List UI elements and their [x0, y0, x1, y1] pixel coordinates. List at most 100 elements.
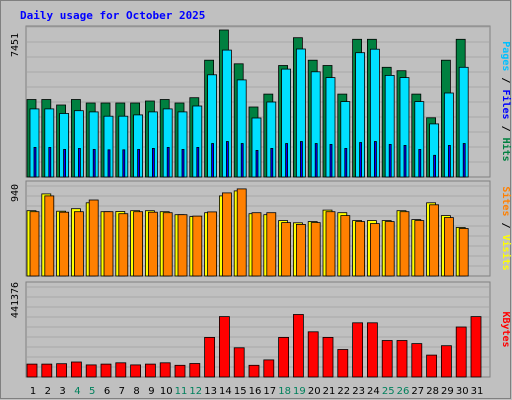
- bar-kbytes-day-12: [189, 363, 201, 378]
- bar-pages-day-19: [299, 141, 303, 178]
- bar-kbytes-day-13: [204, 336, 216, 378]
- bar-kbytes-day-29: [440, 345, 452, 378]
- bar-pages-day-30: [462, 143, 466, 178]
- x-tick-label-day-19: 19: [293, 386, 306, 397]
- x-tick-label-day-4: 4: [74, 386, 80, 397]
- bar-kbytes-day-10: [159, 362, 171, 378]
- x-tick-label-day-30: 30: [456, 386, 469, 397]
- x-tick-label-day-21: 21: [323, 386, 336, 397]
- bar-pages-day-26: [403, 144, 407, 178]
- bar-sites-day-7: [118, 213, 129, 277]
- bar-kbytes-day-31: [470, 316, 482, 378]
- bar-sites-day-30: [458, 228, 469, 277]
- bar-kbytes-day-20: [307, 331, 319, 378]
- bar-sites-day-23: [355, 221, 366, 277]
- x-tick-label-day-8: 8: [133, 386, 139, 397]
- x-tick-label-day-22: 22: [337, 386, 350, 397]
- bar-kbytes-day-1: [26, 363, 38, 378]
- bar-pages-day-2: [48, 146, 52, 178]
- x-tick-label-day-3: 3: [59, 386, 65, 397]
- bar-pages-day-29: [447, 144, 451, 178]
- x-tick-label-day-28: 28: [426, 386, 439, 397]
- bar-kbytes-day-30: [455, 326, 467, 378]
- side-label-segment: Sites: [500, 186, 512, 216]
- bar-pages-day-28: [433, 154, 437, 178]
- side-label-segment: KBytes: [500, 311, 511, 347]
- bar-pages-day-3: [63, 148, 66, 178]
- bar-sites-day-18: [281, 222, 292, 277]
- x-tick-label-day-29: 29: [441, 386, 454, 397]
- bar-pages-day-22: [344, 147, 348, 178]
- x-tick-label-day-10: 10: [160, 386, 173, 397]
- x-tick-label-day-2: 2: [45, 386, 51, 397]
- bar-sites-day-3: [59, 211, 69, 277]
- bar-pages-day-25: [388, 143, 392, 178]
- x-tick-label-day-27: 27: [411, 386, 424, 397]
- bar-pages-day-24: [373, 141, 377, 178]
- bar-kbytes-day-26: [396, 340, 408, 378]
- bar-pages-day-6: [107, 149, 111, 178]
- side-label-segment: Pages: [500, 41, 511, 71]
- bar-pages-day-18: [285, 143, 289, 178]
- x-tick-label-day-18: 18: [278, 386, 291, 397]
- bar-pages-day-7: [122, 149, 126, 178]
- bar-pages-day-27: [418, 148, 422, 178]
- x-tick-label-day-16: 16: [249, 386, 262, 397]
- bar-sites-day-4: [74, 211, 84, 277]
- bar-kbytes-day-11: [174, 364, 186, 378]
- bar-sites-day-27: [414, 220, 425, 277]
- panel-kbytes-side-label: KBytes: [500, 311, 511, 347]
- panel-visits-sites-side-label: Sites / Visits: [500, 186, 512, 270]
- bar-pages-day-14: [225, 141, 229, 178]
- x-tick-label-day-25: 25: [382, 386, 395, 397]
- chart-title: Daily usage for October 2025: [20, 9, 205, 22]
- bar-kbytes-day-28: [426, 354, 438, 378]
- bar-sites-day-14: [221, 192, 232, 277]
- bar-pages-day-21: [329, 143, 333, 178]
- x-tick-label-day-26: 26: [397, 386, 410, 397]
- bar-kbytes-day-24: [366, 322, 378, 378]
- bar-kbytes-day-4: [71, 361, 82, 378]
- bar-sites-day-24: [369, 223, 380, 277]
- bar-sites-day-22: [340, 215, 351, 277]
- bar-kbytes-day-16: [248, 364, 260, 378]
- panel-kbytes-ymax-label: 441376: [10, 282, 21, 318]
- bar-sites-day-26: [399, 211, 410, 277]
- bar-sites-day-20: [310, 222, 321, 277]
- side-label-segment: Files: [500, 89, 512, 119]
- bar-pages-day-11: [181, 148, 185, 178]
- bar-pages-day-10: [166, 146, 170, 178]
- panel-hits-files-pages-side-label: Pages / Files / Hits: [500, 41, 512, 161]
- side-label-text: Sites / Visits: [500, 186, 512, 270]
- bar-pages-day-1: [33, 146, 37, 178]
- bar-pages-day-15: [240, 143, 244, 178]
- bar-sites-day-25: [384, 221, 395, 277]
- side-label-segment: /: [500, 71, 511, 89]
- bar-sites-day-12: [192, 215, 203, 277]
- x-tick-label-day-17: 17: [263, 386, 276, 397]
- bar-sites-day-13: [207, 211, 218, 277]
- bar-sites-day-6: [103, 211, 114, 277]
- bar-kbytes-day-19: [292, 314, 304, 378]
- bar-kbytes-day-2: [41, 363, 53, 378]
- bar-sites-day-17: [266, 212, 277, 277]
- x-tick-label-day-12: 12: [189, 386, 202, 397]
- panel-visits-sites-ymax-label: 940: [10, 184, 21, 202]
- x-tick-label-day-11: 11: [175, 386, 188, 397]
- x-tick-label-day-24: 24: [367, 386, 380, 397]
- x-tick-label-day-6: 6: [104, 386, 110, 397]
- bar-kbytes-day-9: [144, 363, 156, 378]
- bar-kbytes-day-6: [100, 363, 112, 378]
- bar-pages-day-20: [314, 143, 318, 178]
- bar-pages-day-17: [270, 147, 274, 178]
- bar-kbytes-day-22: [337, 349, 349, 378]
- bar-sites-day-10: [162, 212, 173, 277]
- bar-kbytes-day-27: [411, 343, 423, 378]
- x-tick-label-day-1: 1: [30, 386, 36, 397]
- bar-kbytes-day-17: [263, 359, 275, 378]
- bar-pages-day-4: [78, 147, 81, 178]
- bar-sites-day-8: [133, 211, 144, 277]
- x-tick-label-day-5: 5: [89, 386, 95, 397]
- bar-sites-day-28: [429, 204, 440, 277]
- bar-pages-day-12: [196, 146, 200, 178]
